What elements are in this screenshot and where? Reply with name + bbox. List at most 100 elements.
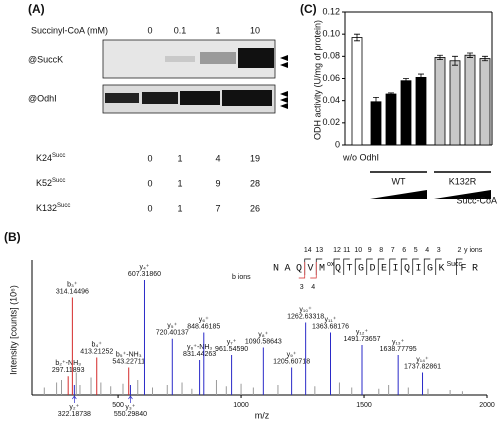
b-ion-bracket <box>298 262 306 279</box>
site-value: 7 <box>215 203 220 213</box>
error-bar <box>418 73 424 82</box>
x-tick-label: 1000 <box>233 402 249 409</box>
site-mod: Succ <box>52 153 65 159</box>
peak-mz: 1638.77795 <box>380 346 417 353</box>
residue: E <box>381 264 387 275</box>
y-ions-label: y ions <box>464 247 483 254</box>
y-tick-label: 0.04 <box>322 95 340 105</box>
b-ion-bracket <box>310 262 317 279</box>
gradient-label: Succ-CoA <box>456 195 497 205</box>
y-ion-bracket <box>354 258 362 275</box>
band-arrows <box>280 55 288 109</box>
peak-label: b₄⁺ <box>92 341 103 348</box>
residue: V <box>307 264 313 275</box>
site-value: 1 <box>177 178 182 188</box>
peak-label: y₁₄⁺ <box>416 356 429 363</box>
error-bar <box>437 54 443 61</box>
y-ion-bracket <box>389 258 396 275</box>
site-value: 19 <box>250 153 260 163</box>
y-tick-label: 0.02 <box>322 117 340 127</box>
b-ions-label: b ions <box>232 274 251 281</box>
bar <box>479 58 491 146</box>
y-ion-bracket <box>343 258 350 275</box>
concentration: 0.1 <box>174 25 187 35</box>
residue: A <box>284 264 290 275</box>
peak-mz: 720.40137 <box>156 330 189 337</box>
residue: R <box>472 264 478 275</box>
peak-label: y₈⁺ <box>258 331 268 338</box>
bar <box>400 80 412 146</box>
y-ion-number: 8 <box>379 247 383 254</box>
residue: G <box>358 264 364 275</box>
peak-label: y₆⁺ <box>199 316 209 323</box>
y-ion-number: 9 <box>368 247 372 254</box>
site-value: 9 <box>215 178 220 188</box>
site-name: K24 <box>36 153 52 163</box>
y-ion-number: 11 <box>343 247 350 254</box>
peak-mz: 543.22711 <box>112 358 145 365</box>
residue: M <box>319 264 325 275</box>
concentration: 10 <box>250 25 260 35</box>
peak-mz: 413.21252 <box>80 348 113 355</box>
peak-mz: 1205.60718 <box>273 358 310 365</box>
peak-mz: 550.29840 <box>114 411 147 418</box>
peak-label: y₃⁺ <box>125 404 135 411</box>
panel-label: (B) <box>4 230 21 244</box>
y-ion-bracket <box>412 258 419 275</box>
peak-mz: 322.18738 <box>58 411 91 418</box>
peak-mz: 297.11893 <box>52 367 85 374</box>
site-value: 4 <box>215 153 220 163</box>
y-ion-bracket <box>366 258 373 275</box>
error-bar <box>388 92 394 96</box>
residue: K <box>438 264 444 275</box>
x-tick-label: 500 <box>112 402 124 409</box>
peak-mz: 607.31860 <box>128 271 161 278</box>
residue: Q <box>296 264 302 275</box>
label-arrow <box>72 395 77 403</box>
site-name: K52 <box>36 178 52 188</box>
error-bar <box>482 55 488 62</box>
site-value: 1 <box>177 203 182 213</box>
peak-mz: 1090.58643 <box>245 338 282 345</box>
y-axis-label: Intensity [counts] (10⁶) <box>8 285 18 375</box>
residue-mod: Succ <box>447 261 463 268</box>
y-ion-bracket <box>456 258 463 275</box>
group-label: K132R <box>449 176 477 186</box>
y-ion-bracket <box>423 258 431 275</box>
peak-label: b₂⁺-NH₃ <box>55 360 81 367</box>
bar <box>449 60 461 146</box>
site-value: 1 <box>177 153 182 163</box>
site-mod: Succ <box>52 178 65 184</box>
y-tick-label: 0.10 <box>322 29 340 39</box>
label-arrow <box>128 395 133 403</box>
x-axis-label: m/z <box>255 410 270 420</box>
b-ion-number: 3 <box>300 284 304 291</box>
residue: Q <box>335 264 341 275</box>
bar <box>415 76 427 146</box>
peak-mz: 1363.68176 <box>312 323 349 330</box>
bar <box>351 37 363 146</box>
residue: T <box>346 264 352 275</box>
residue: D <box>369 264 375 275</box>
site-label: K52Succ <box>36 178 65 189</box>
site-label: K24Succ <box>36 153 65 164</box>
y-ion-bracket <box>333 258 340 275</box>
y-ion-number: 3 <box>437 247 441 254</box>
blot-succk <box>102 39 276 79</box>
y-ion-number: 13 <box>315 247 323 254</box>
b-ion-number: 4 <box>311 284 315 291</box>
y-ion-bracket <box>435 258 442 275</box>
residue: N <box>273 264 279 275</box>
error-bar <box>373 96 379 107</box>
peak-mz: 831.44263 <box>183 351 216 358</box>
gradient-wedge <box>370 190 427 199</box>
peak-label: y₅⁺ <box>167 323 177 330</box>
peak-label: y₁₃⁺ <box>392 339 405 346</box>
y-tick-label: 0 <box>335 139 340 149</box>
gradient-wedge <box>434 190 491 199</box>
site-label: K132Succ <box>36 203 70 214</box>
